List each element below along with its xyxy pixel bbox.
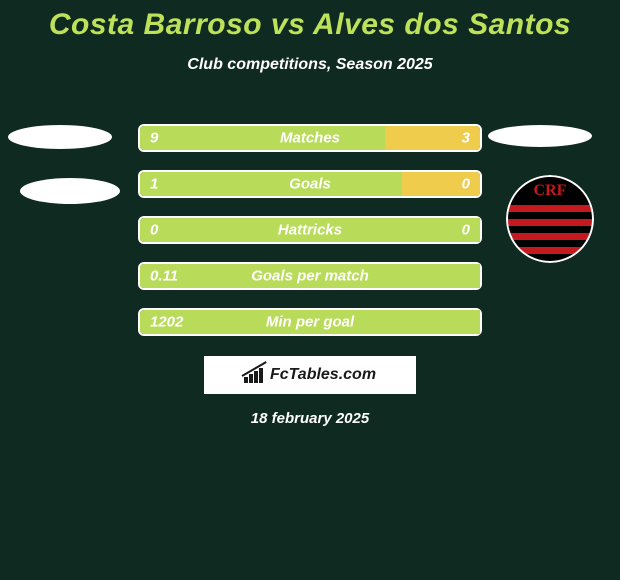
stat-row: 0 Hattricks 0 (138, 216, 482, 244)
source-badge-text: FcTables.com (270, 366, 376, 384)
stat-value-right: 3 (462, 130, 470, 147)
comparison-title: Costa Barroso vs Alves dos Santos (0, 0, 620, 42)
stat-value-right: 0 (462, 222, 470, 239)
subtitle: Club competitions, Season 2025 (0, 56, 620, 74)
chart-icon (244, 367, 266, 383)
stat-label: Goals per match (251, 268, 369, 285)
date-text: 18 february 2025 (0, 410, 620, 427)
stat-label: Goals (289, 176, 331, 193)
stat-bar-left (140, 172, 402, 196)
avatar-left-placeholder-2 (20, 178, 120, 204)
stat-bars: 9 Matches 3 1 Goals 0 0 Hattricks 0 0.11 Goals per… (138, 124, 482, 354)
stat-row: 0.11 Goals per match (138, 262, 482, 290)
player-right-name: Alves dos Santos (313, 8, 571, 41)
stat-value-left: 0 (150, 222, 158, 239)
stat-row: 1 Goals 0 (138, 170, 482, 198)
stat-value-left: 0.11 (150, 268, 178, 285)
stat-label: Min per goal (266, 314, 354, 331)
source-badge: FcTables.com (202, 354, 418, 396)
stat-row: 1202 Min per goal (138, 308, 482, 336)
flamengo-crest-icon: CRF (506, 175, 594, 263)
stat-value-left: 9 (150, 130, 158, 147)
stat-label: Hattricks (278, 222, 342, 239)
comparison-card: Costa Barroso vs Alves dos Santos Club c… (0, 0, 620, 580)
stat-value-left: 1202 (150, 314, 183, 331)
club-crest-right: CRF (506, 175, 594, 263)
stat-value-right: 0 (462, 176, 470, 193)
avatar-left-placeholder-1 (8, 125, 112, 149)
player-left-name: Costa Barroso (49, 8, 262, 41)
stat-bar-left (140, 126, 385, 150)
stat-value-left: 1 (150, 176, 158, 193)
svg-text:CRF: CRF (534, 182, 567, 199)
avatar-right-placeholder (488, 125, 592, 147)
vs-separator: vs (262, 8, 313, 41)
stat-row: 9 Matches 3 (138, 124, 482, 152)
stat-label: Matches (280, 130, 340, 147)
